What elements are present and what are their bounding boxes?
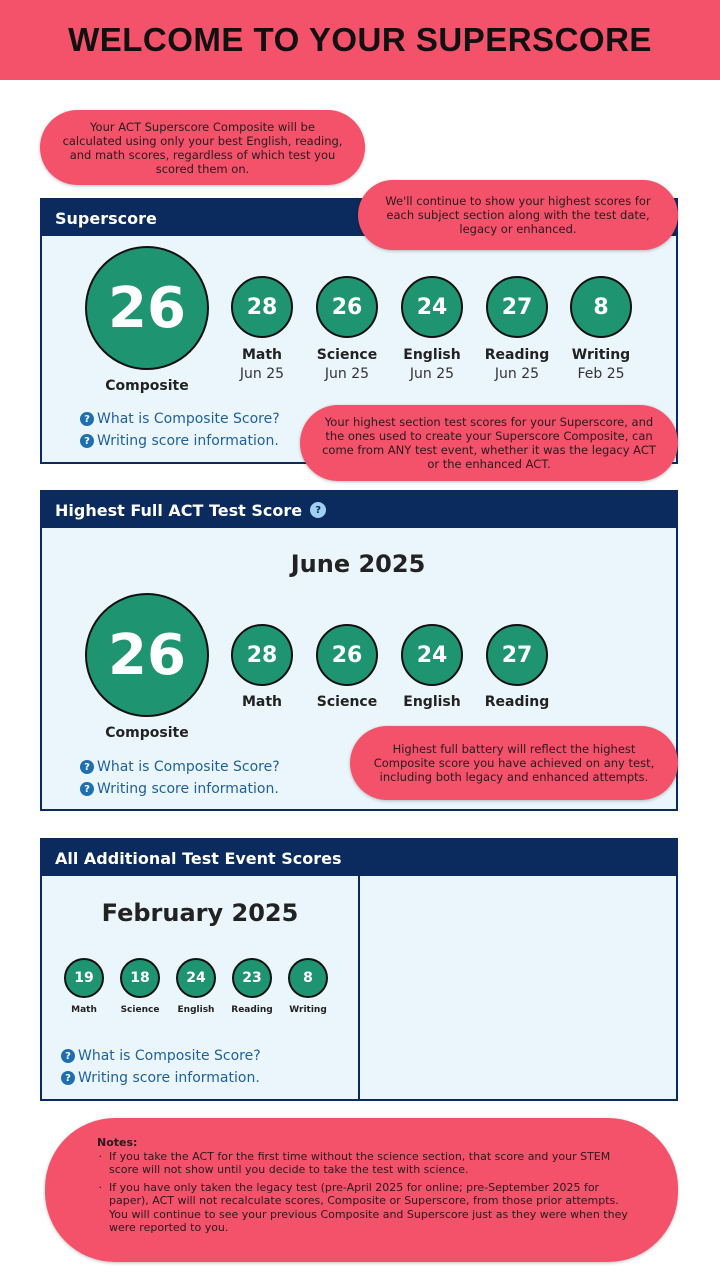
superscore-composite-label: Composite bbox=[105, 378, 189, 394]
superscore-composite-circle: 26 bbox=[85, 246, 209, 370]
notes-title: Notes: bbox=[97, 1136, 138, 1149]
superscore-english-date: Jun 25 bbox=[409, 366, 455, 382]
superscore-reading-date: Jun 25 bbox=[494, 366, 540, 382]
additional-header: All Additional Test Event Scores bbox=[42, 840, 676, 876]
superscore-math-circle: 28 bbox=[231, 276, 293, 338]
superscore-title: Superscore bbox=[55, 208, 157, 228]
additional-science-label: Science bbox=[120, 1005, 160, 1015]
superscore-writing-label: Writing bbox=[571, 347, 631, 363]
callout-highest-scores: We'll continue to show your highest scor… bbox=[358, 180, 678, 250]
help-icon[interactable]: ? bbox=[310, 502, 327, 518]
superscore-writing-date: Feb 25 bbox=[577, 366, 625, 382]
help-icon: ? bbox=[61, 1071, 75, 1085]
highest-science-circle: 26 bbox=[316, 624, 378, 686]
superscore-english-circle: 24 bbox=[401, 276, 463, 338]
highest-full-header: Highest Full ACT Test Score? bbox=[42, 492, 676, 528]
composite-score-link[interactable]: ? What is Composite Score? bbox=[80, 411, 280, 427]
banner: WELCOME TO YOUR SUPERSCORE bbox=[0, 0, 720, 80]
superscore-math-label: Math bbox=[241, 347, 283, 363]
highest-composite-circle: 26 bbox=[85, 593, 209, 717]
additional-science-circle: 18 bbox=[120, 958, 160, 998]
superscore-english-label: English bbox=[403, 347, 461, 363]
notes-callout: Notes: If you take the ACT for the first… bbox=[45, 1118, 678, 1262]
writing-score-link[interactable]: ? Writing score information. bbox=[61, 1070, 260, 1086]
help-icon: ? bbox=[80, 434, 94, 448]
superscore-science-circle: 26 bbox=[316, 276, 378, 338]
composite-score-link[interactable]: ? What is Composite Score? bbox=[61, 1048, 261, 1064]
highest-reading-label: Reading bbox=[484, 694, 550, 710]
additional-english-label: English bbox=[177, 1005, 215, 1015]
highest-math-label: Math bbox=[241, 694, 283, 710]
column-divider bbox=[358, 876, 360, 1099]
superscore-science-date: Jun 25 bbox=[324, 366, 370, 382]
superscore-reading-label: Reading bbox=[484, 347, 550, 363]
additional-english-circle: 24 bbox=[176, 958, 216, 998]
writing-score-link-text[interactable]: Writing score information. bbox=[97, 781, 279, 797]
additional-title: All Additional Test Event Scores bbox=[55, 848, 342, 868]
superscore-reading-circle: 27 bbox=[486, 276, 548, 338]
writing-score-link[interactable]: ? Writing score information. bbox=[80, 433, 279, 449]
additional-month: February 2025 bbox=[101, 899, 299, 927]
highest-math-circle: 28 bbox=[231, 624, 293, 686]
composite-score-link-text[interactable]: What is Composite Score? bbox=[78, 1048, 261, 1064]
callout-any-test-event: Your highest section test scores for you… bbox=[300, 405, 678, 481]
composite-score-link-text[interactable]: What is Composite Score? bbox=[97, 411, 280, 427]
highest-science-label: Science bbox=[316, 694, 378, 710]
additional-reading-circle: 23 bbox=[232, 958, 272, 998]
composite-score-link-text[interactable]: What is Composite Score? bbox=[97, 759, 280, 775]
writing-score-link-text[interactable]: Writing score information. bbox=[97, 433, 279, 449]
callout-highest-full-battery: Highest full battery will reflect the hi… bbox=[350, 726, 678, 800]
highest-full-title: Highest Full ACT Test Score bbox=[55, 500, 303, 520]
help-icon: ? bbox=[80, 412, 94, 426]
writing-score-link-text[interactable]: Writing score information. bbox=[78, 1070, 260, 1086]
highest-english-circle: 24 bbox=[401, 624, 463, 686]
writing-score-link[interactable]: ? Writing score information. bbox=[80, 781, 279, 797]
highest-english-label: English bbox=[403, 694, 461, 710]
help-icon: ? bbox=[80, 760, 94, 774]
superscore-math-date: Jun 25 bbox=[239, 366, 285, 382]
superscore-writing-circle: 8 bbox=[570, 276, 632, 338]
additional-math-label: Math bbox=[71, 1005, 97, 1015]
additional-reading-label: Reading bbox=[231, 1005, 273, 1015]
additional-math-circle: 19 bbox=[64, 958, 104, 998]
note-item: If you have only taken the legacy test (… bbox=[109, 1181, 638, 1235]
note-item: If you take the ACT for the first time w… bbox=[109, 1150, 638, 1177]
help-icon: ? bbox=[61, 1049, 75, 1063]
superscore-science-label: Science bbox=[316, 347, 378, 363]
highest-reading-circle: 27 bbox=[486, 624, 548, 686]
help-icon: ? bbox=[80, 782, 94, 796]
highest-full-month: June 2025 bbox=[290, 550, 426, 578]
additional-writing-circle: 8 bbox=[288, 958, 328, 998]
callout-superscore-composite: Your ACT Superscore Composite will be ca… bbox=[40, 110, 365, 185]
additional-writing-label: Writing bbox=[289, 1005, 327, 1015]
composite-score-link[interactable]: ? What is Composite Score? bbox=[80, 759, 280, 775]
highest-composite-label: Composite bbox=[105, 725, 189, 741]
